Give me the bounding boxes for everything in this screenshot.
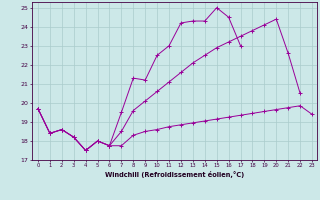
X-axis label: Windchill (Refroidissement éolien,°C): Windchill (Refroidissement éolien,°C) [105,171,244,178]
